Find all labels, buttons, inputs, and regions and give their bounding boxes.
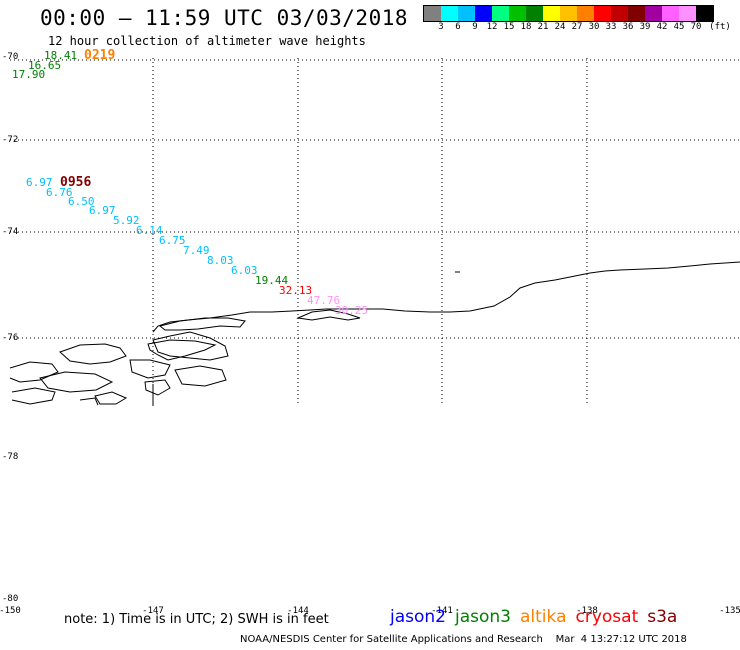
wave-height-value: 17.90 [12, 68, 46, 81]
colorbar-label: 45 [673, 22, 685, 32]
antarctic-coastline [9, 261, 740, 406]
colorbar-label: 70 [690, 22, 702, 32]
lat-label: -70 [2, 52, 19, 62]
colorbar-label: 24 [554, 22, 566, 32]
wave-height-value: 16.65 [28, 59, 62, 72]
lat-label: -76 [2, 333, 19, 343]
lat-label: -74 [2, 227, 19, 237]
lat-label: -78 [2, 452, 19, 462]
island-outline [152, 331, 229, 361]
island-outline [59, 343, 127, 365]
wave-height-value: 6.14 [136, 224, 163, 237]
colorbar-label: 6 [455, 22, 461, 32]
island-outline [94, 391, 128, 405]
credit-text: NOAA/NESDIS Center for Satellite Applica… [240, 634, 543, 645]
satellite-jason2: jason2 [390, 607, 446, 627]
lon-label: -138 [576, 606, 598, 616]
footer-note: note: 1) Time is in UTC; 2) SWH is in fe… [64, 612, 329, 627]
wave-height-colorbar [423, 5, 714, 22]
colorbar-cell [611, 6, 628, 21]
colorbar-cell [645, 6, 662, 21]
satellite-legend: jason2 jason3 altika cryosat s3a [390, 607, 686, 627]
colorbar-cell [424, 6, 441, 21]
island-outline [39, 371, 114, 393]
lat-label: -72 [2, 135, 19, 145]
wave-height-value: 5.92 [113, 214, 140, 227]
wave-height-value: 47.76 [307, 294, 341, 307]
colorbar-label: 27 [571, 22, 583, 32]
wave-height-value: 6.75 [159, 234, 186, 247]
island-outline [79, 397, 99, 406]
ice-shelf-edge [152, 261, 740, 333]
colorbar-cell [458, 6, 475, 21]
credit-line: NOAA/NESDIS Center for Satellite Applica… [240, 634, 687, 645]
pass-time-label: 0956 [60, 175, 92, 190]
island-outline [158, 317, 246, 331]
colorbar-label: 39 [639, 22, 651, 32]
colorbar-cell [628, 6, 645, 21]
satellite-cryosat: cryosat [575, 607, 639, 627]
wave-height-value: 6.76 [46, 186, 73, 199]
island-outline [147, 339, 217, 361]
island-outline [174, 365, 227, 387]
colorbar-label: 3 [438, 22, 444, 32]
colorbar-cell [696, 6, 713, 21]
generated-timestamp: Mar 4 13:27:12 UTC 2018 [555, 634, 687, 645]
colorbar-labels: 3 6 9 12 15 18 21 24 27 30 33 36 39 42 45 70 (ft) [423, 22, 740, 34]
island-outline [129, 359, 171, 379]
satellite-jason3: jason3 [455, 607, 511, 627]
colorbar-cell [543, 6, 560, 21]
satellite-s3a: s3a [647, 607, 678, 627]
colorbar-label: 36 [622, 22, 634, 32]
colorbar-cell [475, 6, 492, 21]
colorbar-cell [441, 6, 458, 21]
colorbar-cell [594, 6, 611, 21]
colorbar-cell [560, 6, 577, 21]
island-outline [144, 379, 171, 396]
wave-height-value: 6.50 [68, 195, 95, 208]
lat-label: -80 [2, 594, 19, 604]
colorbar-label: 33 [605, 22, 617, 32]
colorbar-label: 15 [503, 22, 515, 32]
wave-height-value: 32.13 [279, 284, 313, 297]
wave-height-value: 8.03 [207, 254, 234, 267]
wave-height-value: 6.97 [89, 204, 116, 217]
colorbar-label: 18 [520, 22, 532, 32]
wave-height-value: 7.49 [183, 244, 210, 257]
colorbar-cell [509, 6, 526, 21]
lon-label: -135 [719, 606, 740, 616]
gridlines [10, 58, 740, 405]
coast-fragment [296, 309, 361, 321]
wave-height-value: 6.97 [26, 176, 53, 189]
wave-height-value: 18.41 [44, 49, 78, 62]
colorbar-label: 9 [472, 22, 478, 32]
lon-label: -147 [142, 606, 164, 616]
island-outline [9, 361, 59, 383]
colorbar-cell [577, 6, 594, 21]
lon-label: -144 [287, 606, 309, 616]
colorbar-cell [679, 6, 696, 21]
colorbar-label: (ft) [709, 22, 731, 32]
pass-time-label: 0219 [84, 48, 116, 63]
wave-height-value: 19.44 [255, 274, 289, 287]
colorbar-label: 21 [537, 22, 549, 32]
lon-label: -150 [0, 606, 21, 616]
colorbar-cell [526, 6, 543, 21]
map-subtitle: 12 hour collection of altimeter wave hei… [48, 34, 366, 48]
colorbar-cell [662, 6, 679, 21]
wave-height-value: 30.25 [335, 304, 369, 317]
satellite-altika: altika [520, 607, 567, 627]
wave-height-value: 6.03 [231, 264, 258, 277]
colorbar-label: 12 [486, 22, 498, 32]
map-title: 00:00 – 11:59 UTC 03/03/2018 [40, 6, 409, 30]
colorbar-label: 42 [656, 22, 668, 32]
colorbar-label: 30 [588, 22, 600, 32]
lon-label: -141 [431, 606, 453, 616]
island-outline [11, 387, 56, 405]
colorbar-cell [492, 6, 509, 21]
